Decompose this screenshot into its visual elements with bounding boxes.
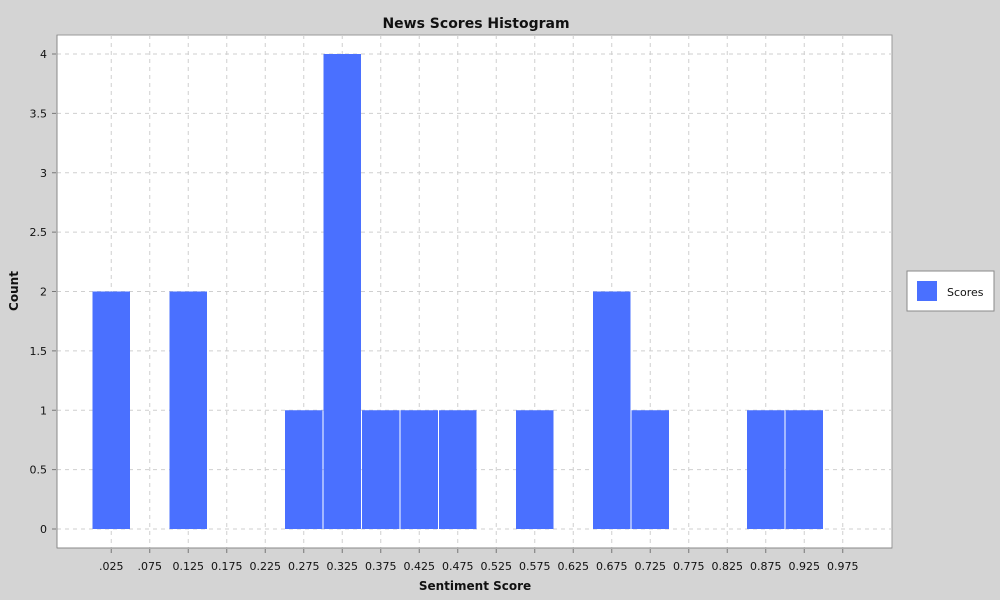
histogram-bar <box>439 410 477 529</box>
x-tick-label: 0.925 <box>789 560 821 573</box>
x-tick-label: 0.775 <box>673 560 705 573</box>
histogram-bar <box>362 410 400 529</box>
x-axis-ticks: .025 .075 0.125 0.175 0.225 0.275 0.325 0.375 0.… <box>99 549 859 573</box>
y-tick-label: 3 <box>40 167 47 180</box>
histogram-bar <box>169 291 207 529</box>
bars <box>92 54 823 529</box>
y-tick-label: 2.5 <box>30 226 48 239</box>
x-tick-label: 0.275 <box>288 560 320 573</box>
legend-box <box>906 270 995 312</box>
histogram-bar <box>631 410 669 529</box>
x-tick-label: .075 <box>138 560 163 573</box>
x-tick-label: 0.675 <box>596 560 628 573</box>
x-tick-label: 0.825 <box>712 560 744 573</box>
x-axis-title: Sentiment Score <box>419 579 531 593</box>
x-tick-label: 0.975 <box>827 560 859 573</box>
legend-swatch-scores <box>917 281 937 301</box>
axes <box>56 35 892 549</box>
y-tick-label: 3.5 <box>30 107 48 120</box>
x-tick-label: 0.225 <box>250 560 282 573</box>
histogram-bar <box>593 291 631 529</box>
histogram-bar <box>285 410 323 529</box>
histogram-bar <box>516 410 554 529</box>
x-tick-label: .025 <box>99 560 124 573</box>
y-tick-label: 1 <box>40 404 47 417</box>
x-tick-label: 0.375 <box>365 560 397 573</box>
x-tick-label: 0.625 <box>558 560 590 573</box>
x-tick-label: 0.875 <box>750 560 782 573</box>
histogram-bar <box>323 54 361 529</box>
legend-label-scores: Scores <box>947 286 984 299</box>
x-tick-label: 0.425 <box>404 560 436 573</box>
y-tick-label: 0.5 <box>30 464 48 477</box>
histogram-bar <box>92 291 130 529</box>
y-tick-label: 0 <box>40 523 47 536</box>
y-axis-title: Count <box>7 271 21 311</box>
histogram-bar <box>785 410 823 529</box>
y-axis-ticks: 0 0.5 1 1.5 2 2.5 3 3.5 4 <box>30 48 56 536</box>
x-tick-label: 0.475 <box>442 560 474 573</box>
x-tick-label: 0.125 <box>173 560 205 573</box>
y-tick-label: 2 <box>40 286 47 299</box>
histogram-bar <box>747 410 785 529</box>
legend: Scores <box>906 270 995 312</box>
histogram-bar <box>400 410 438 529</box>
x-tick-label: 0.325 <box>327 560 359 573</box>
y-tick-label: 1.5 <box>30 345 48 358</box>
y-tick-label: 4 <box>40 48 47 61</box>
x-tick-label: 0.525 <box>481 560 513 573</box>
x-tick-label: 0.575 <box>519 560 551 573</box>
chart-title: News Scores Histogram <box>382 16 569 32</box>
x-tick-label: 0.175 <box>211 560 243 573</box>
x-tick-label: 0.725 <box>635 560 667 573</box>
